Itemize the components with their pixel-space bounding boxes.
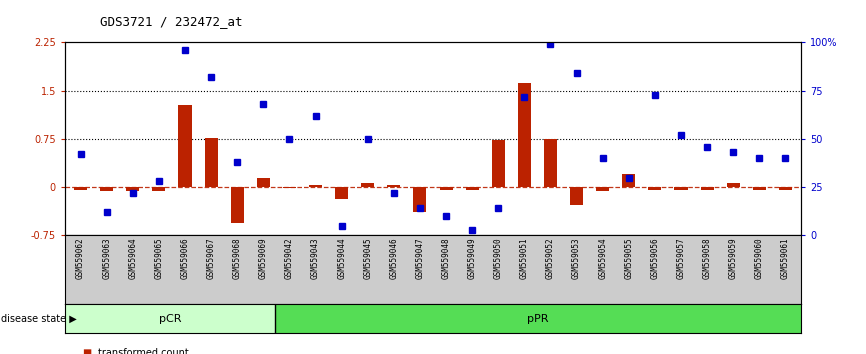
Bar (518, 83, 531, 187)
Text: GSM559053: GSM559053 (572, 238, 581, 279)
Bar (544, 139, 557, 187)
Bar (596, 187, 609, 191)
Bar (335, 187, 348, 199)
Text: GSM559046: GSM559046 (390, 238, 398, 279)
Bar (779, 187, 792, 190)
Text: transformed count: transformed count (98, 348, 189, 354)
Bar (100, 187, 113, 191)
Bar (727, 183, 740, 187)
Bar (65, 304, 275, 333)
Bar (74, 187, 87, 190)
Bar (675, 187, 688, 190)
Text: GSM559052: GSM559052 (546, 238, 555, 279)
Text: GSM559047: GSM559047 (416, 238, 424, 279)
Bar (257, 177, 270, 187)
Bar (492, 139, 505, 187)
Text: GSM559043: GSM559043 (311, 238, 320, 279)
Text: GSM559064: GSM559064 (128, 238, 138, 279)
Text: GDS3721 / 232472_at: GDS3721 / 232472_at (100, 15, 242, 28)
Text: GSM559048: GSM559048 (442, 238, 450, 279)
Text: GSM559059: GSM559059 (728, 238, 738, 279)
Text: ■: ■ (82, 348, 92, 354)
Text: GSM559069: GSM559069 (259, 238, 268, 279)
Bar (440, 187, 453, 190)
Text: GSM559058: GSM559058 (702, 238, 712, 279)
Bar (283, 187, 296, 188)
Bar (753, 187, 766, 190)
Text: GSM559051: GSM559051 (520, 238, 529, 279)
Bar (126, 187, 139, 191)
Bar (466, 187, 479, 190)
Text: GSM559056: GSM559056 (650, 238, 659, 279)
Bar (230, 187, 243, 223)
Text: disease state ▶: disease state ▶ (1, 314, 76, 324)
Bar (275, 304, 801, 333)
Bar (623, 174, 636, 187)
Bar (570, 187, 583, 205)
Text: pPR: pPR (527, 314, 549, 324)
Text: GSM559066: GSM559066 (180, 238, 190, 279)
Bar (204, 138, 217, 187)
Text: GSM559054: GSM559054 (598, 238, 607, 279)
Text: GSM559042: GSM559042 (285, 238, 294, 279)
Text: GSM559065: GSM559065 (154, 238, 164, 279)
Text: GSM559055: GSM559055 (624, 238, 633, 279)
Text: GSM559062: GSM559062 (76, 238, 85, 279)
Text: GSM559061: GSM559061 (781, 238, 790, 279)
Bar (701, 187, 714, 190)
Text: GSM559060: GSM559060 (755, 238, 764, 279)
Bar (387, 185, 400, 187)
Text: GSM559068: GSM559068 (233, 238, 242, 279)
Text: pCR: pCR (158, 314, 181, 324)
Text: GSM559050: GSM559050 (494, 238, 503, 279)
Bar (413, 187, 426, 212)
Bar (649, 187, 662, 190)
Text: GSM559049: GSM559049 (468, 238, 476, 279)
Bar (178, 105, 191, 187)
Text: GSM559067: GSM559067 (207, 238, 216, 279)
Text: GSM559057: GSM559057 (676, 238, 686, 279)
Text: GSM559044: GSM559044 (337, 238, 346, 279)
Bar (152, 187, 165, 191)
Bar (309, 184, 322, 187)
Text: GSM559045: GSM559045 (363, 238, 372, 279)
Bar (361, 183, 374, 187)
Text: GSM559063: GSM559063 (102, 238, 111, 279)
